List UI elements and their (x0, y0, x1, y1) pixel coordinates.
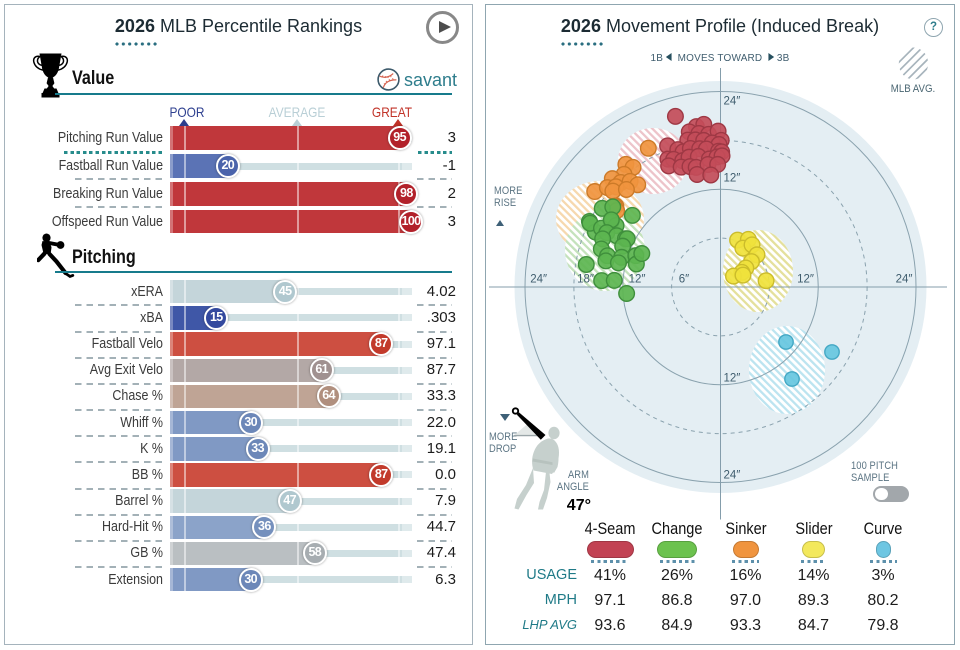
svg-text:24″: 24″ (530, 274, 547, 286)
svg-text:24″: 24″ (896, 274, 913, 286)
svg-text:12″: 12″ (629, 274, 646, 286)
svg-text:24″: 24″ (724, 96, 741, 108)
svg-text:12″: 12″ (724, 173, 741, 185)
svg-text:18″: 18″ (577, 274, 594, 286)
svg-text:12″: 12″ (724, 373, 741, 385)
svg-text:12″: 12″ (797, 274, 814, 286)
svg-text:24″: 24″ (724, 470, 741, 482)
svg-text:6″: 6″ (679, 274, 689, 286)
